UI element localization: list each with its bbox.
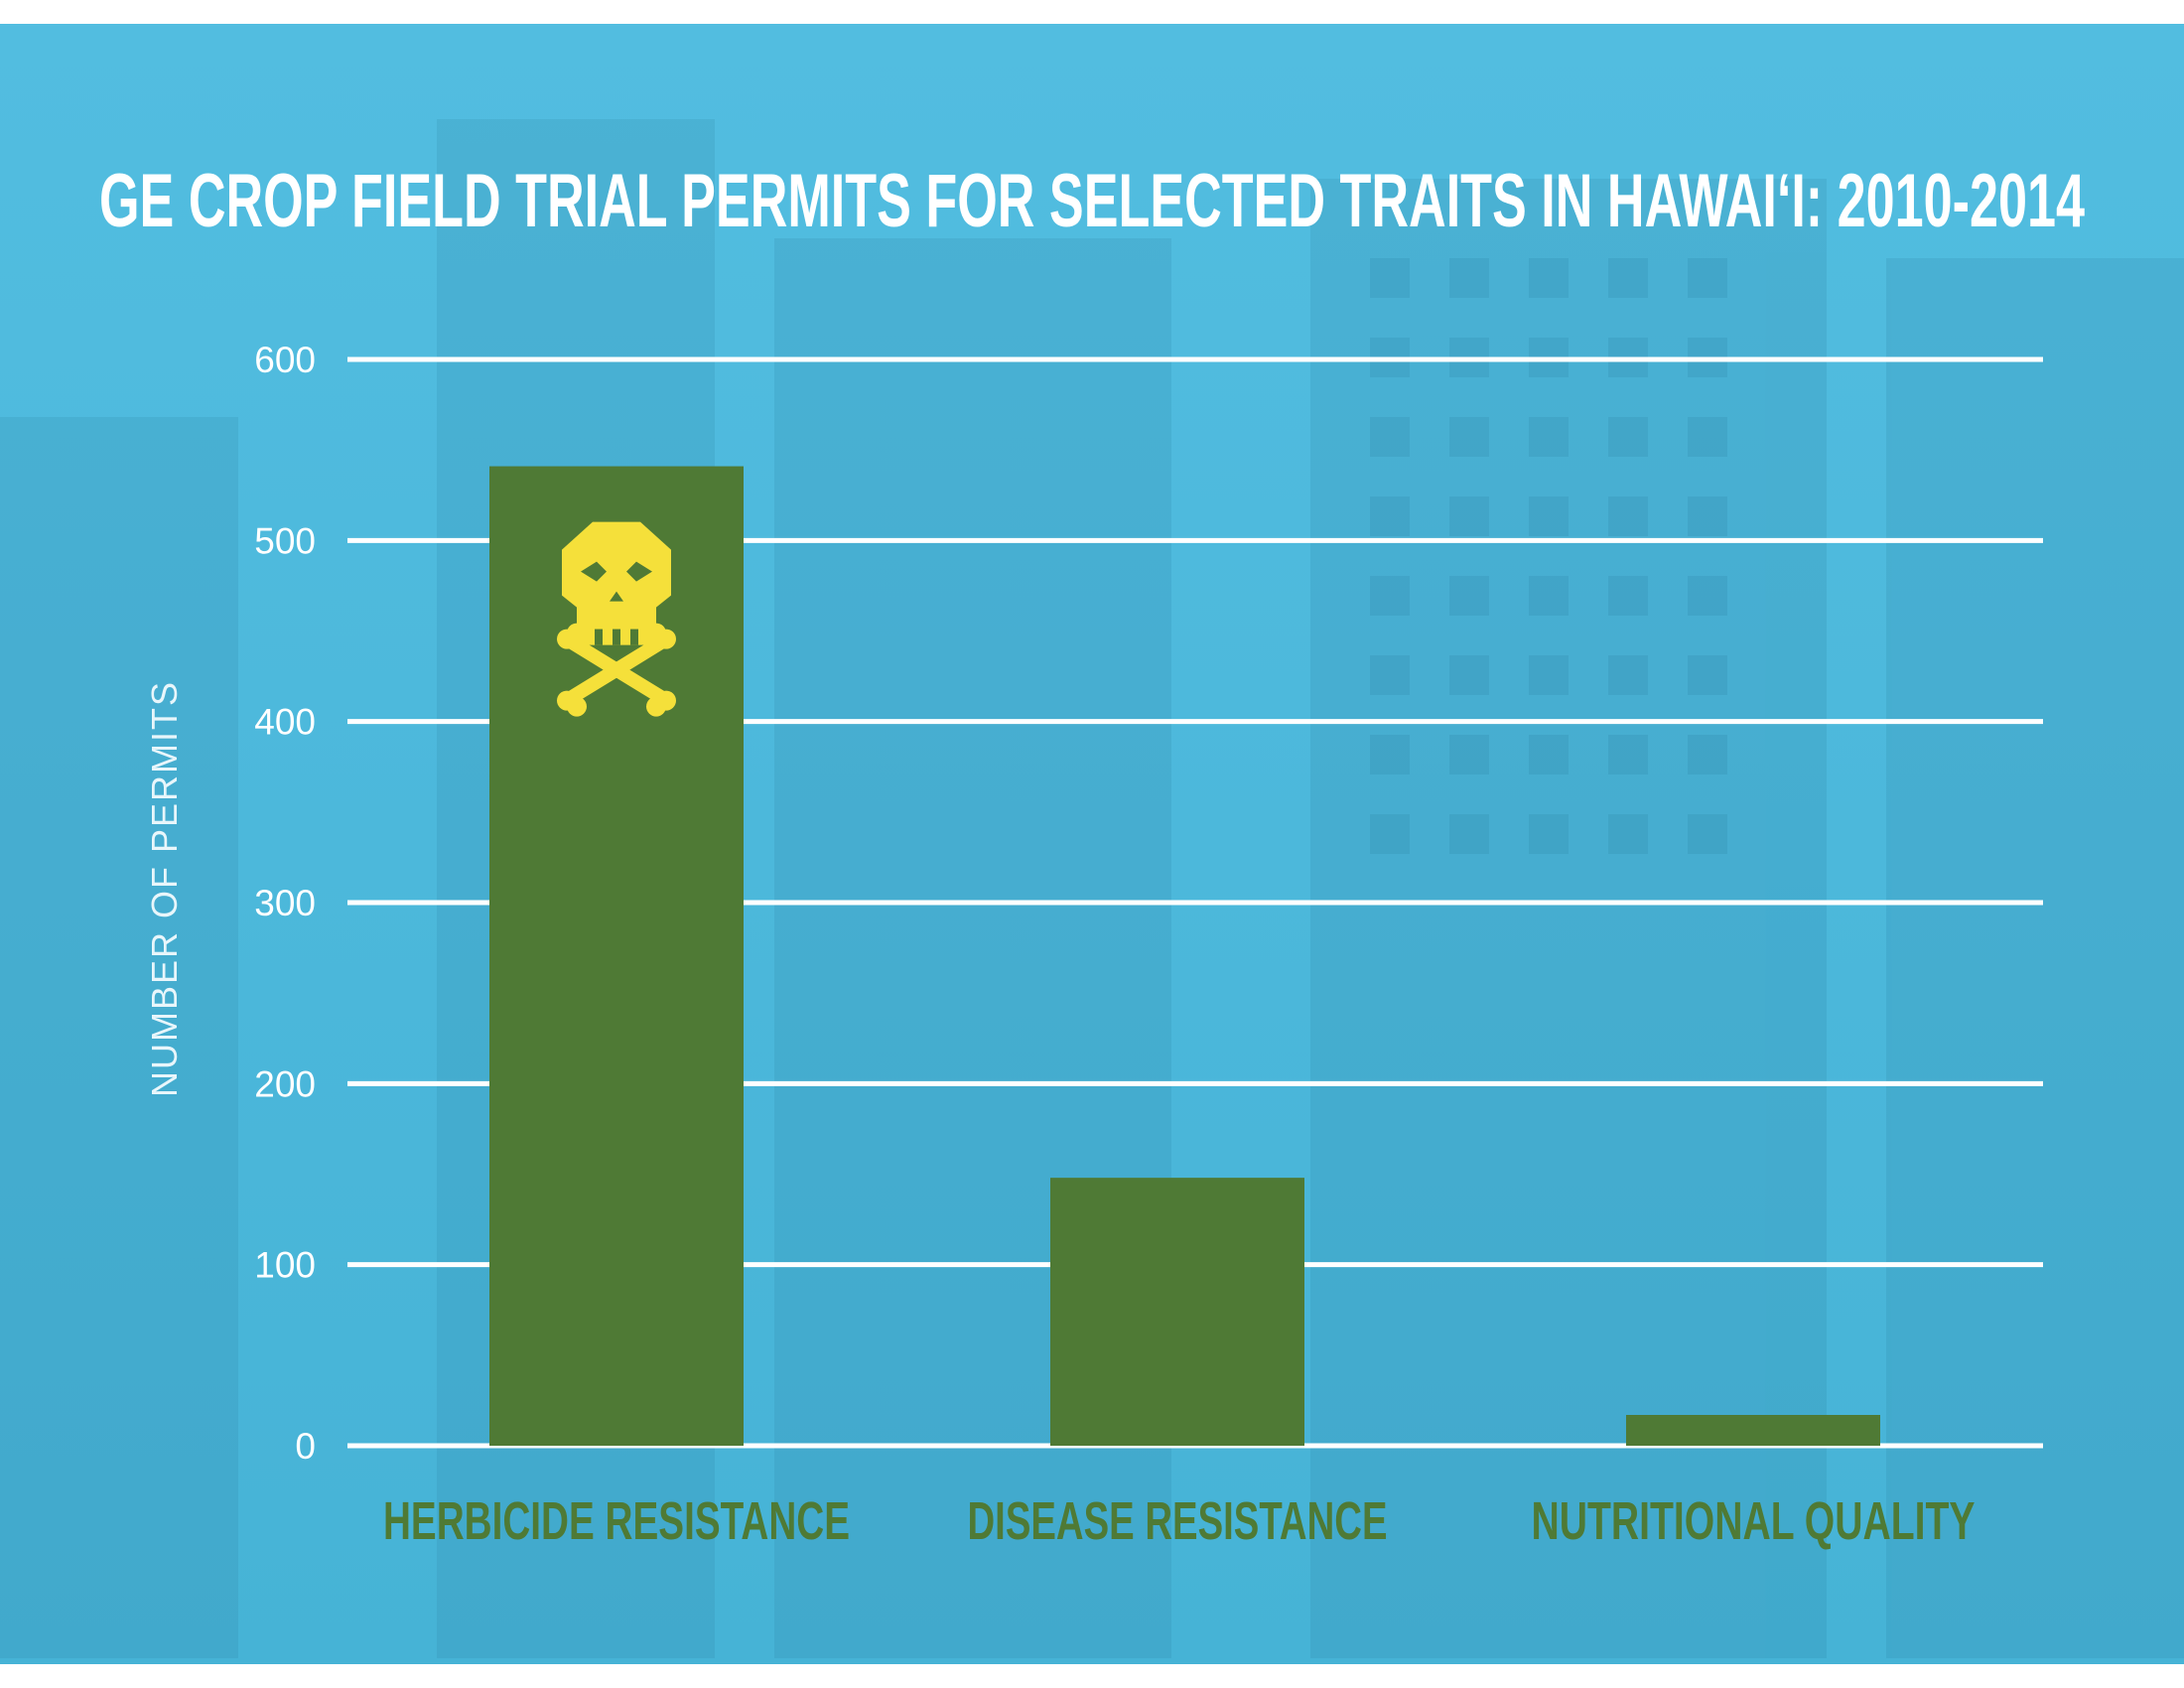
y-tick-label: 300 xyxy=(254,883,316,923)
skull-crossbones-icon xyxy=(557,521,676,717)
background-panel xyxy=(0,24,2184,1664)
category-label: HERBICIDE RESISTANCE xyxy=(383,1491,850,1551)
y-tick-labels: 0 100 200 300 400 500 600 xyxy=(254,340,316,1467)
bar-disease-resistance xyxy=(1050,1178,1304,1446)
y-tick-label: 400 xyxy=(254,702,316,743)
y-tick-label: 500 xyxy=(254,520,316,561)
y-tick-label: 0 xyxy=(295,1426,316,1467)
y-tick-label: 200 xyxy=(254,1063,316,1104)
category-label: DISEASE RESISTANCE xyxy=(968,1491,1388,1551)
bar-nutritional-quality xyxy=(1626,1415,1880,1446)
y-tick-label: 100 xyxy=(254,1245,316,1286)
y-axis-label: NUMBER OF PERMITS xyxy=(144,680,185,1097)
category-label: NUTRITIONAL QUALITY xyxy=(1532,1491,1976,1551)
annotations xyxy=(557,521,676,717)
y-tick-label: 600 xyxy=(254,340,316,380)
chart-title: GE CROP FIELD TRIAL PERMITS FOR SELECTED… xyxy=(99,159,2085,243)
category-labels: HERBICIDE RESISTANCE DISEASE RESISTANCE NU… xyxy=(383,1491,1976,1551)
